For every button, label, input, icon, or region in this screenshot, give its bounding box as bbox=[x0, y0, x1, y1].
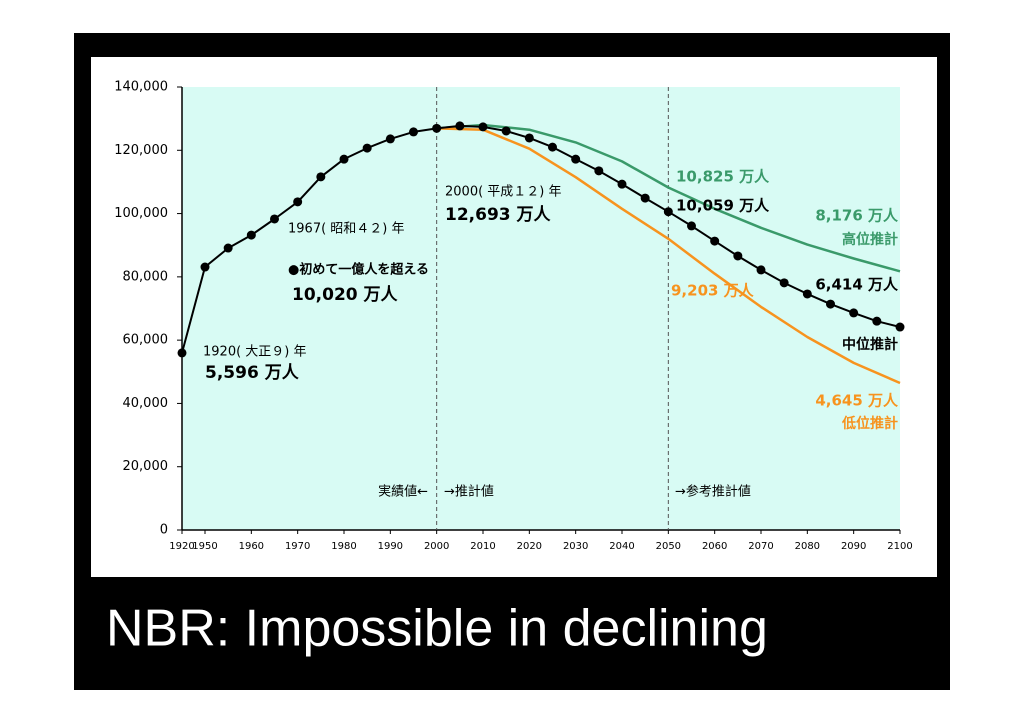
x-tick-label: 1990 bbox=[378, 541, 403, 552]
data-point bbox=[270, 214, 279, 224]
data-point bbox=[687, 221, 696, 231]
data-point bbox=[779, 278, 789, 288]
data-point bbox=[733, 251, 743, 261]
annotation: ●初めて一億人を超える bbox=[288, 262, 429, 278]
annotation: 12,693 万人 bbox=[445, 205, 552, 225]
data-point bbox=[802, 289, 812, 299]
annotation: →参考推計値 bbox=[675, 484, 751, 500]
annotation: 10,059 万人 bbox=[676, 197, 770, 215]
annotation: 10,825 万人 bbox=[676, 168, 770, 186]
x-tick-label: 2010 bbox=[470, 541, 495, 552]
x-tick-label: 1920 bbox=[169, 541, 194, 552]
y-tick-label: 100,000 bbox=[114, 206, 168, 221]
y-tick-label: 20,000 bbox=[123, 459, 169, 474]
x-tick-label: 2090 bbox=[841, 541, 866, 552]
data-point bbox=[826, 299, 835, 309]
y-tick-label: 0 bbox=[160, 523, 168, 538]
y-tick-label: 140,000 bbox=[114, 80, 168, 95]
data-point bbox=[756, 265, 766, 275]
data-point bbox=[200, 262, 210, 272]
data-point bbox=[524, 133, 534, 143]
data-point bbox=[895, 322, 905, 332]
annotation: 5,596 万人 bbox=[205, 363, 300, 383]
y-tick-label: 60,000 bbox=[123, 333, 169, 348]
data-point bbox=[571, 154, 581, 164]
series-line bbox=[436, 123, 901, 273]
data-point bbox=[478, 122, 488, 132]
x-tick-label: 2070 bbox=[748, 541, 773, 552]
x-tick-label: 2080 bbox=[795, 541, 820, 552]
annotation: 9,203 万人 bbox=[671, 282, 755, 300]
y-tick-label: 40,000 bbox=[123, 396, 169, 411]
data-point bbox=[432, 123, 442, 133]
y-tick-label: 80,000 bbox=[123, 269, 169, 284]
caption: NBR: Impossible in declining bbox=[106, 600, 768, 658]
x-tick-label: 1970 bbox=[285, 541, 310, 552]
series-label: 高位推計 bbox=[842, 231, 898, 248]
annotation: 1920( 大正９) 年 bbox=[203, 345, 307, 360]
data-point bbox=[409, 127, 418, 137]
annotation: 6,414 万人 bbox=[815, 276, 899, 294]
data-point bbox=[640, 193, 650, 203]
data-point bbox=[223, 243, 233, 253]
x-tick-label: 2100 bbox=[887, 541, 912, 552]
data-point bbox=[663, 207, 673, 217]
x-tick-label: 2060 bbox=[702, 541, 727, 552]
data-point bbox=[293, 197, 303, 207]
data-point bbox=[385, 134, 395, 144]
data-point bbox=[177, 348, 187, 358]
data-point bbox=[339, 154, 349, 164]
annotation: 10,020 万人 bbox=[292, 285, 399, 305]
data-point bbox=[872, 316, 882, 326]
x-tick-label: 2030 bbox=[563, 541, 588, 552]
x-tick-label: 1980 bbox=[331, 541, 356, 552]
data-point bbox=[455, 121, 465, 131]
data-point bbox=[501, 126, 511, 136]
annotation: 8,176 万人 bbox=[815, 207, 899, 225]
data-point bbox=[362, 143, 372, 153]
data-point bbox=[849, 308, 859, 318]
annotation: 1967( 昭和４２) 年 bbox=[288, 222, 405, 237]
annotation: →推計値 bbox=[444, 484, 494, 500]
data-point bbox=[594, 166, 604, 176]
annotation: 4,645 万人 bbox=[815, 392, 899, 410]
data-point bbox=[246, 230, 256, 240]
data-point bbox=[617, 179, 627, 189]
annotation: 2000( 平成１２) 年 bbox=[445, 185, 562, 200]
x-tick-label: 2000 bbox=[424, 541, 449, 552]
series-line bbox=[436, 127, 901, 385]
series-label: 中位推計 bbox=[842, 336, 898, 353]
x-tick-label: 2020 bbox=[517, 541, 542, 552]
data-point bbox=[710, 236, 720, 246]
x-tick-label: 1960 bbox=[239, 541, 264, 552]
data-point bbox=[548, 142, 557, 152]
x-tick-label: 1950 bbox=[192, 541, 217, 552]
series-label: 低位推計 bbox=[841, 415, 898, 432]
plot-area bbox=[182, 87, 900, 530]
data-point bbox=[316, 172, 326, 182]
x-tick-label: 2040 bbox=[609, 541, 634, 552]
x-tick-label: 2050 bbox=[656, 541, 681, 552]
y-tick-label: 120,000 bbox=[114, 143, 168, 158]
annotation: 実績値← bbox=[378, 484, 428, 500]
